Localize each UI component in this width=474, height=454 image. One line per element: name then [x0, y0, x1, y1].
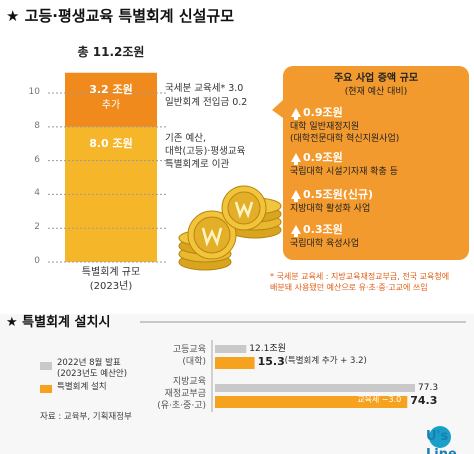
note: 국세분 교육세* 3.0 — [165, 83, 244, 94]
callout-amount: 0.3조원 — [303, 223, 343, 236]
callout-pointer — [272, 100, 283, 118]
y-tick-label: 8 — [34, 120, 40, 131]
value-label: 77.3 — [418, 383, 439, 393]
title: ★ 고등·평생교육 특별회계 신설규모 — [6, 7, 235, 25]
note: 기존 예산, 대학(고등)·평생교육 특별회계로 이관 — [165, 133, 246, 170]
y-tick-label: 6 — [34, 154, 40, 165]
y-tick-label: 고등교육 (대학) — [172, 345, 206, 368]
legend-label: 특별회계 설치 — [57, 382, 107, 392]
annotation: (특별회계 추가 + 3.2) — [284, 356, 367, 366]
annotation: 교육세 −3.0 — [357, 395, 402, 404]
total-label: 총 11.2조원 — [77, 45, 145, 59]
up-arrow — [291, 153, 301, 165]
legend-swatch — [40, 385, 52, 393]
bar-segment — [65, 72, 157, 127]
callout-desc: 국립대학 육성사업 — [290, 239, 360, 249]
coins — [178, 185, 282, 271]
bar — [215, 384, 416, 392]
callout-title: 주요 사업 증액 규모 — [333, 73, 419, 84]
y-tick-label: 4 — [34, 188, 40, 199]
bar — [215, 345, 247, 353]
callout-amount: 0.9조원 — [303, 151, 343, 164]
up-arrow — [291, 108, 301, 120]
callout-box — [283, 66, 469, 260]
callout-desc: 지방대학 활성화 사업 — [290, 204, 371, 214]
y-tick-label: 지방교육 재정교부금 (유·초·중·고) — [157, 377, 206, 412]
up-arrow — [291, 190, 301, 202]
y-tick-label: 2 — [34, 222, 40, 233]
series-label: 추가 — [101, 99, 121, 111]
value-label: 8.0 조원 — [89, 136, 133, 150]
x-tick-label: 특별회계 규모 (2023년) — [81, 267, 141, 292]
callout-amount: 0.5조원(신규) — [303, 188, 374, 201]
up-arrow — [291, 225, 301, 237]
y-tick-label: 10 — [28, 87, 40, 98]
logo: U's Line — [426, 429, 457, 454]
legend-swatch — [40, 362, 52, 370]
legend-label: 2022년 8월 발표 (2023년도 예산안) — [57, 358, 128, 380]
callout-subtitle: (현재 예산 대비) — [344, 87, 408, 97]
footnote: * 국세분 교육세 : 지방교육재정교부금, 전국 교육청에 배분돼 사용됐던 … — [270, 272, 450, 292]
callout-amount: 0.9조원 — [303, 106, 343, 119]
chart-title: ★ 특별회계 설치시 — [6, 315, 111, 330]
logo-mark — [429, 426, 451, 448]
callout-desc: 대학 일반재정지원 (대학전문대학 혁신지원사업) — [290, 122, 400, 145]
y-tick-label: 0 — [34, 256, 40, 266]
bar — [215, 357, 255, 369]
note: 일반회계 전입금 0.2 — [165, 97, 248, 108]
value-label: 15.3 — [257, 355, 285, 368]
value-label: 3.2 조원 — [89, 82, 133, 96]
callout-desc: 국립대학 시설기자재 확충 등 — [290, 167, 398, 177]
source: 자료 : 교육부, 기획재정부 — [40, 412, 132, 422]
bar — [215, 396, 408, 408]
value-label: 74.3 — [410, 394, 438, 407]
value-label: 12.1조원 — [249, 344, 286, 354]
